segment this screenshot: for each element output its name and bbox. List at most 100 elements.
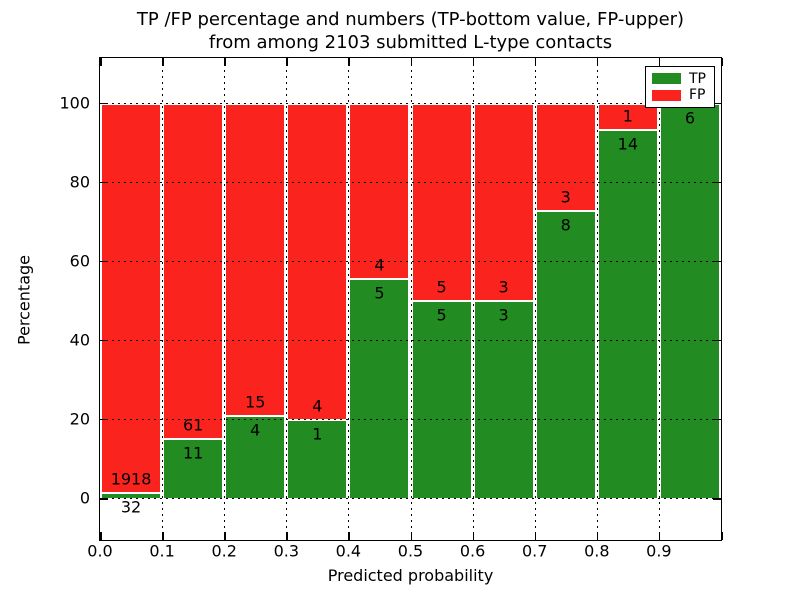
legend-label-tp: TP (689, 70, 706, 87)
x-tick-label: 0.6 (459, 541, 486, 561)
x-tick-mark (472, 58, 475, 66)
bar-count-label-fp: 3 (560, 187, 571, 207)
bar-count-label-fp: 5 (436, 277, 447, 297)
x-tick-mark (286, 532, 288, 540)
x-tick-label: 0.1 (149, 541, 175, 561)
bar-count-label-fp: 15 (245, 392, 266, 412)
bar-count-label-fp: 1 (622, 106, 633, 126)
bar-segment-tp (410, 300, 473, 498)
bar-count-label-tp: 14 (617, 134, 639, 154)
chart-title-line1: TP /FP percentage and numbers (TP-bottom… (136, 9, 685, 30)
bar-count-label-fp: 61 (182, 415, 204, 435)
legend-swatch-fp-icon (652, 89, 681, 101)
x-tick-mark (162, 58, 164, 66)
bar-segment-fp (534, 102, 597, 211)
x-tick-mark (658, 58, 661, 66)
bar-segment-tp (534, 210, 597, 498)
x-tick-mark (658, 532, 661, 540)
x-tick-mark (224, 58, 226, 66)
legend-item-fp: FP (652, 88, 708, 102)
legend-item-tp: TP (652, 72, 708, 86)
bar-count-label-fp: 3 (498, 277, 509, 297)
bar-segment-fp (410, 102, 473, 301)
v-gridline (224, 58, 226, 540)
y-tick-mark (100, 498, 108, 500)
bar-segment-fp (348, 102, 411, 279)
y-tick-mark (713, 498, 721, 500)
v-gridline (658, 58, 660, 540)
x-tick-label: 0.3 (273, 541, 300, 561)
x-tick-label: 0.2 (211, 541, 237, 561)
y-tick-mark (100, 339, 108, 342)
legend-swatch-tp-icon (652, 73, 681, 85)
v-gridline (410, 58, 412, 540)
v-gridline (534, 58, 536, 540)
bar-count-label-fp: 4 (374, 255, 385, 275)
bar-count-label-tp: 1 (312, 424, 323, 444)
y-tick-label: 80 (69, 172, 90, 192)
x-tick-label: 0.0 (87, 541, 113, 561)
y-tick-mark (100, 418, 108, 421)
x-tick-mark (721, 532, 723, 540)
y-tick-mark (100, 102, 108, 105)
x-tick-mark (162, 532, 164, 540)
bar-segment-tp (224, 414, 287, 498)
y-tick-label: 0 (79, 488, 90, 508)
y-tick-label: 20 (69, 409, 90, 429)
bar-segment-tp (286, 418, 349, 498)
chart-title-line2: from among 2103 submitted L-type contact… (208, 32, 613, 53)
bar-segment-tp (100, 491, 163, 498)
y-tick-label: 40 (69, 330, 90, 350)
legend: TP FP (645, 66, 715, 108)
y-tick-label: 60 (69, 251, 90, 271)
x-tick-mark (472, 532, 475, 540)
bar-segment-fp (100, 102, 163, 492)
x-tick-label: 0.8 (584, 541, 610, 561)
v-gridline (162, 58, 164, 540)
x-tick-mark (224, 532, 226, 540)
bar-count-label-tp: 3 (498, 305, 509, 325)
bar-count-label-tp: 11 (182, 443, 204, 463)
v-gridline (472, 58, 474, 540)
bar-segment-tp (162, 437, 225, 498)
bar-segment-tp (658, 102, 721, 498)
x-tick-mark (534, 532, 537, 540)
bar-count-label-fp: 4 (312, 396, 323, 416)
x-tick-mark (100, 532, 102, 540)
y-axis-label: Percentage (14, 254, 34, 346)
x-tick-mark (410, 58, 413, 66)
x-tick-mark (410, 532, 413, 540)
v-gridline (286, 58, 288, 540)
x-tick-mark (286, 58, 288, 66)
bar-count-label-tp: 8 (560, 215, 571, 235)
chart-title: TP /FP percentage and numbers (TP-bottom… (100, 8, 721, 54)
y-tick-mark (713, 260, 721, 263)
x-tick-mark (596, 58, 599, 66)
bar-count-label-tp: 4 (250, 420, 261, 440)
x-tick-mark (348, 532, 350, 540)
bar-count-label-tp: 6 (684, 108, 696, 127)
x-tick-label: 0.5 (397, 541, 424, 561)
v-gridline (348, 58, 350, 540)
bar-segment-fp (472, 102, 535, 301)
v-gridline (596, 58, 598, 540)
bar-count-label-fp: 1918 (110, 469, 152, 488)
x-tick-label: 0.7 (521, 541, 548, 561)
y-tick-label: 100 (59, 93, 90, 112)
bar-count-label-tp: 32 (120, 497, 142, 516)
bar-segment-tp (348, 278, 411, 498)
bar-segment-tp (596, 128, 659, 498)
y-tick-mark (100, 181, 108, 184)
y-tick-mark (713, 181, 721, 184)
y-tick-mark (713, 339, 721, 342)
x-tick-mark (596, 532, 599, 540)
bar-segment-fp (224, 102, 287, 415)
x-tick-mark (348, 58, 350, 66)
x-tick-mark (721, 58, 723, 66)
legend-label-fp: FP (689, 87, 706, 104)
bar-segment-fp (162, 102, 225, 438)
y-tick-mark (100, 260, 108, 263)
y-tick-mark (713, 102, 721, 105)
x-tick-mark (100, 58, 102, 66)
